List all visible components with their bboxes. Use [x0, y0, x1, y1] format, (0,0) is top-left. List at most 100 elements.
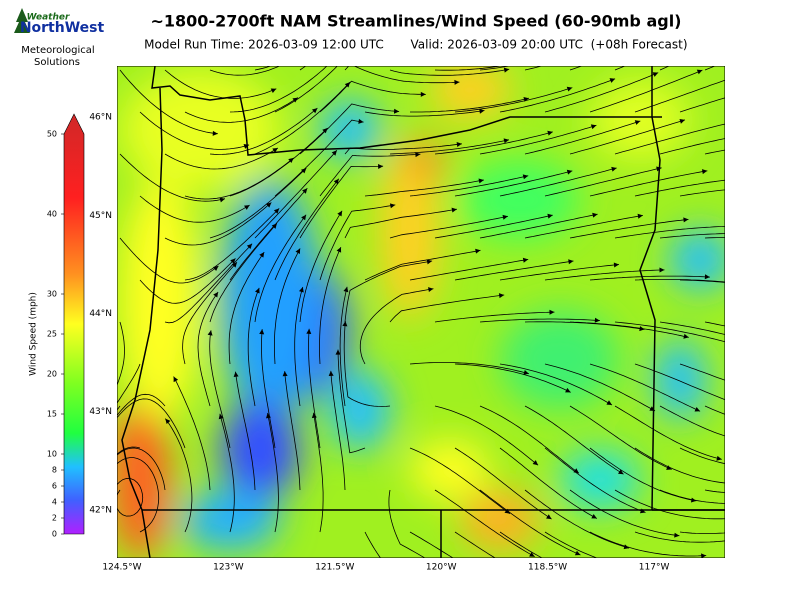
stream-arrow	[271, 223, 277, 229]
logo-caption: Meteorological	[21, 45, 94, 56]
stream-arrow	[794, 184, 799, 189]
streamline	[409, 362, 530, 375]
stream-arrow	[219, 197, 225, 203]
stream-arrow	[554, 587, 560, 593]
lon-tick-label: 120°W	[426, 563, 457, 573]
stream-arrow	[104, 427, 111, 434]
stream-arrow	[301, 214, 307, 221]
streamline	[299, 165, 384, 239]
stream-arrow	[609, 78, 616, 83]
streamline	[614, 489, 725, 520]
stream-arrow	[529, 552, 535, 557]
stream-arrow	[546, 514, 552, 520]
streamline	[589, 275, 710, 281]
stream-arrow	[306, 328, 312, 334]
stream-arrow	[329, 57, 336, 64]
stream-arrow	[666, 465, 672, 470]
streamline	[319, 246, 342, 365]
lat-tick-label: 45°N	[89, 211, 112, 221]
streamline	[164, 202, 272, 246]
streamline	[299, 103, 400, 155]
stream-arrow	[358, 118, 364, 124]
stream-arrow	[342, 321, 348, 327]
streamline	[724, 448, 725, 449]
stream-arrow	[266, 413, 271, 419]
streamline	[679, 97, 725, 113]
stream-arrow	[292, 97, 298, 103]
streamline	[569, 219, 689, 239]
stream-arrow	[606, 400, 612, 405]
streamline	[319, 153, 421, 197]
streamline	[228, 251, 265, 365]
colorbar-tick-label: 25	[47, 330, 57, 339]
stream-arrow	[637, 213, 643, 219]
map	[91, 15, 799, 593]
streamline	[164, 418, 193, 533]
stream-arrow	[683, 217, 689, 223]
streamline	[337, 349, 366, 454]
stream-arrow	[659, 267, 665, 273]
streamline	[634, 179, 725, 197]
stream-arrow	[259, 252, 265, 258]
stream-arrow	[592, 212, 598, 218]
streamline	[343, 321, 391, 407]
streamline	[704, 66, 716, 71]
colorbar-tick-label: 50	[47, 130, 57, 139]
stream-arrow	[165, 418, 171, 425]
stream-arrow	[311, 412, 317, 419]
stream-arrow	[602, 580, 608, 586]
streamline	[119, 69, 218, 135]
stream-arrow	[91, 429, 98, 436]
stream-arrow	[331, 150, 337, 156]
stream-arrow	[566, 169, 573, 175]
streamline	[524, 489, 630, 549]
stream-arrow	[270, 88, 277, 94]
streamline	[524, 215, 643, 239]
stream-arrow	[729, 224, 734, 229]
streamline	[544, 363, 656, 412]
streamline	[229, 66, 328, 113]
streamline	[182, 261, 238, 365]
streamline	[409, 447, 511, 515]
title: ~1800-2700ft NAM Streamlines/Wind Speed …	[151, 12, 682, 31]
lon-ticks: 124.5°W 123°W 121.5°W 120°W 118.5°W 117°W	[102, 563, 669, 573]
stream-arrow	[311, 108, 318, 114]
streamline	[254, 214, 307, 323]
streamline	[117, 446, 141, 455]
streamline	[117, 393, 166, 417]
colorbar-tick-label: 30	[47, 290, 57, 299]
streamline	[659, 405, 725, 437]
stream-arrow	[789, 398, 795, 404]
streamline	[544, 269, 665, 281]
streamline	[614, 225, 725, 239]
streamline	[614, 321, 725, 343]
colorbar-tick-label: 15	[47, 410, 57, 419]
streamline	[229, 188, 308, 281]
streamline	[209, 167, 307, 239]
streamline	[569, 321, 689, 338]
stream-arrow	[594, 317, 600, 323]
stream-arrow	[717, 15, 724, 22]
logo-top: Weather	[27, 13, 70, 23]
streamline	[409, 259, 529, 281]
stream-arrow	[502, 214, 508, 220]
stream-arrow	[716, 455, 722, 461]
lon-tick-label: 118.5°W	[528, 563, 567, 573]
stream-arrow	[790, 77, 796, 83]
streamline	[173, 376, 211, 491]
colorbar: Wind Speed (mph) 0 2 4 6 8 10 15 20 25 30 40 50	[29, 113, 85, 539]
stream-arrow	[611, 166, 617, 172]
lat-ticks: 46°N 45°N 44°N 43°N 42°N	[89, 113, 112, 516]
stream-arrow	[679, 118, 685, 124]
colorbar-tick-label: 6	[52, 482, 57, 491]
lat-tick-label: 46°N	[89, 113, 112, 123]
streamline	[479, 213, 598, 239]
stream-arrow	[694, 406, 701, 412]
streamline	[313, 412, 324, 533]
streamline	[454, 363, 571, 393]
streamline	[164, 147, 279, 170]
streamline	[209, 107, 318, 155]
streamline	[724, 111, 725, 112]
stream-arrow	[724, 516, 725, 522]
stream-arrow	[767, 443, 772, 448]
